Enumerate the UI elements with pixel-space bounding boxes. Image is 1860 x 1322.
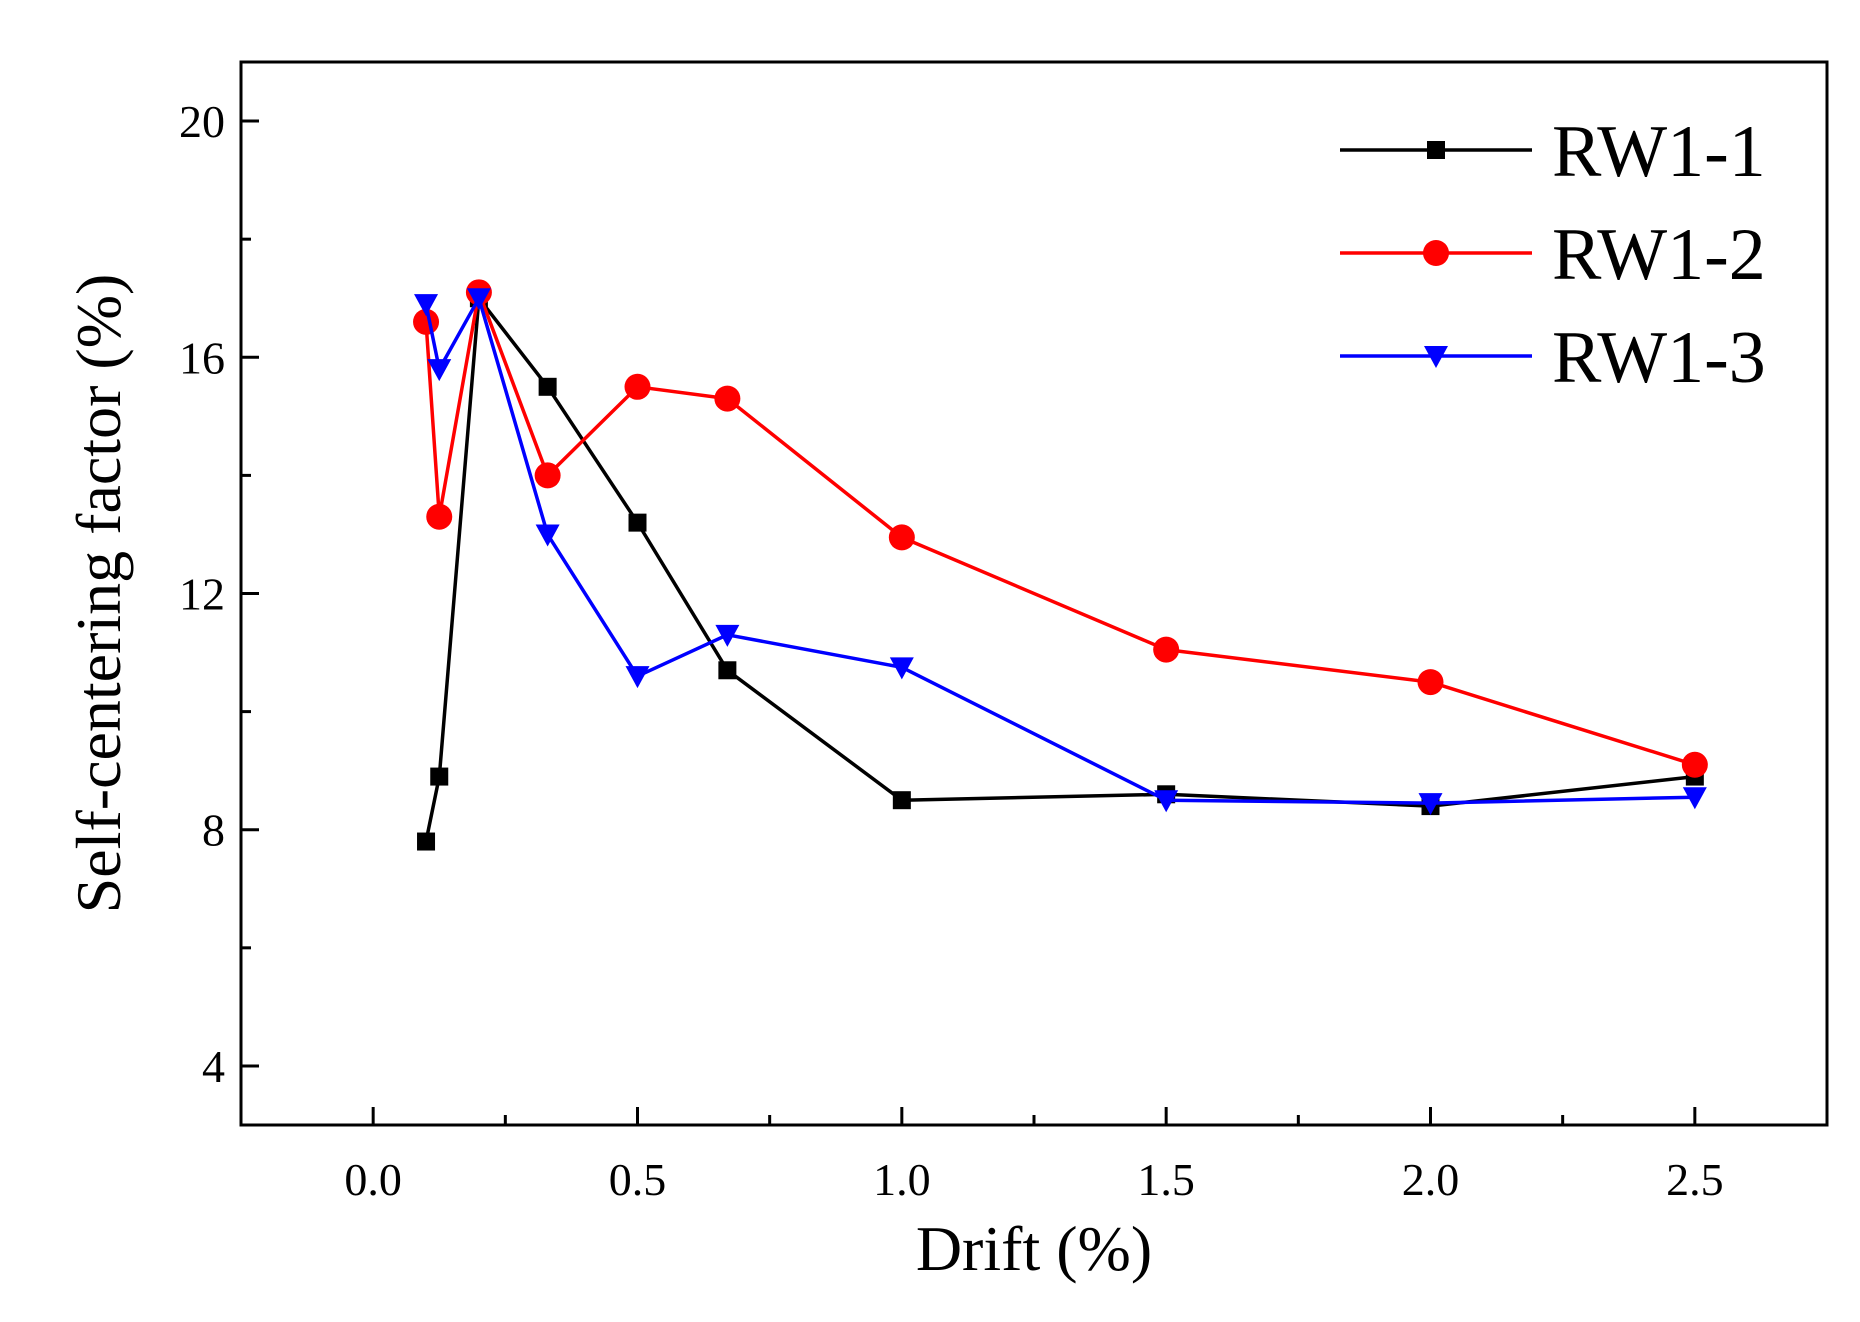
data-point	[427, 359, 452, 382]
legend-item: RW1-2	[1340, 214, 1766, 296]
series-line	[424, 296, 1695, 842]
data-point	[534, 462, 561, 489]
data-point	[1153, 636, 1180, 663]
series-RW1-2	[413, 279, 1708, 778]
data-point	[430, 767, 449, 786]
data-point	[417, 832, 436, 851]
data-point	[538, 377, 557, 396]
legend-label: RW1-3	[1552, 317, 1766, 399]
legend-marker	[1423, 240, 1449, 266]
data-point	[715, 624, 740, 647]
x-tick-label: 2.5	[1666, 1154, 1724, 1205]
data-point	[1417, 669, 1444, 696]
data-point	[466, 288, 491, 311]
legend-marker	[1424, 346, 1448, 368]
series-layer	[413, 279, 1708, 851]
y-tick-label: 20	[179, 96, 225, 147]
y-tick-label: 4	[202, 1041, 225, 1092]
data-point	[892, 791, 911, 810]
series-line	[424, 296, 1695, 805]
data-point	[414, 294, 439, 317]
x-tick-label: 0.0	[344, 1154, 402, 1205]
data-point	[535, 524, 560, 547]
y-axis-ticks: 4 8 12 16 20	[179, 96, 259, 1092]
data-point	[718, 661, 737, 680]
x-tick-label: 1.5	[1137, 1154, 1195, 1205]
y-tick-label: 12	[179, 569, 225, 620]
x-tick-label: 1.0	[873, 1154, 931, 1205]
x-axis-title: Drift (%)	[916, 1213, 1152, 1284]
legend: RW1-1 RW1-2 RW1-3	[1340, 111, 1766, 399]
series-RW1-3	[414, 288, 1707, 816]
data-point	[1682, 787, 1707, 810]
x-tick-label: 2.0	[1402, 1154, 1460, 1205]
x-axis-ticks: 0.0 0.5 1.0 1.5 2.0 2.5	[344, 1107, 1724, 1205]
data-point	[889, 657, 914, 680]
x-tick-label: 0.5	[609, 1154, 667, 1205]
data-point	[714, 385, 741, 412]
data-point	[1154, 790, 1179, 813]
legend-marker	[1427, 141, 1445, 159]
legend-label: RW1-1	[1552, 111, 1766, 193]
y-tick-label: 16	[179, 332, 225, 383]
y-tick-label: 8	[202, 805, 225, 856]
legend-item: RW1-1	[1340, 111, 1766, 193]
data-point	[888, 524, 915, 551]
legend-label: RW1-2	[1552, 214, 1766, 296]
data-point	[625, 666, 650, 689]
series-line	[424, 290, 1696, 767]
data-point	[426, 503, 453, 530]
data-point	[628, 513, 647, 532]
data-point	[1418, 793, 1443, 816]
series-RW1-1	[417, 289, 1704, 851]
legend-item: RW1-3	[1340, 317, 1766, 399]
data-point	[624, 373, 651, 400]
data-point	[1681, 751, 1708, 778]
y-axis-title: Self-centering factor (%)	[63, 274, 134, 914]
